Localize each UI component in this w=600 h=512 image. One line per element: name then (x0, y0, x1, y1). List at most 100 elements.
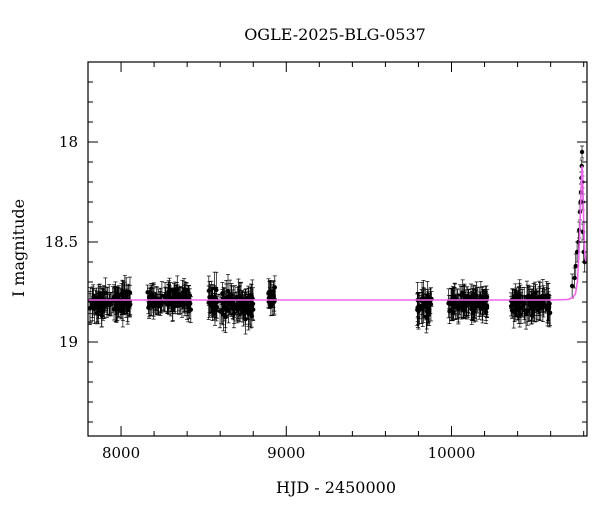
point-marker (463, 294, 468, 300)
point-marker (508, 303, 514, 309)
data-point (120, 289, 125, 316)
point-marker (165, 301, 171, 307)
point-marker (268, 292, 274, 297)
y-tick-label: 19 (59, 333, 78, 351)
data-point (517, 301, 523, 328)
point-marker (226, 308, 231, 313)
data-point (569, 273, 575, 299)
axis-ticks (87, 62, 587, 436)
point-marker (537, 302, 542, 307)
point-marker (511, 294, 517, 299)
point-marker (524, 294, 530, 300)
data-point (449, 297, 455, 322)
data-point (170, 294, 175, 322)
data-point (147, 290, 152, 304)
point-marker (239, 300, 244, 306)
point-marker (166, 290, 171, 295)
point-marker (520, 303, 526, 309)
point-marker (146, 303, 152, 308)
point-marker (113, 305, 118, 310)
x-tick-label: 8000 (102, 444, 140, 462)
point-marker (415, 306, 421, 311)
point-marker (515, 301, 520, 306)
point-marker (182, 295, 187, 300)
data-point (221, 291, 226, 315)
data-point (151, 287, 156, 317)
plot-area (88, 145, 587, 335)
data-point (108, 292, 114, 317)
data-point (123, 291, 129, 318)
point-marker (147, 294, 152, 299)
point-marker (120, 299, 125, 305)
point-marker (449, 307, 455, 312)
point-marker (163, 293, 169, 298)
point-marker (225, 294, 231, 299)
point-marker (151, 299, 156, 305)
point-marker (545, 307, 550, 313)
point-marker (522, 308, 528, 313)
data-point (210, 287, 215, 322)
data-point (529, 306, 535, 325)
data-point (88, 293, 93, 324)
x-axis-label: HJD - 2450000 (276, 478, 396, 497)
data-point (113, 293, 118, 322)
data-point (484, 289, 490, 305)
point-marker (424, 309, 430, 314)
data-point (453, 293, 458, 320)
point-marker (206, 300, 211, 305)
x-tick-label: 10000 (428, 444, 476, 462)
y-tick-label: 18 (59, 133, 78, 151)
point-marker (219, 308, 224, 313)
point-marker (480, 294, 485, 299)
point-marker (250, 295, 255, 301)
point-marker (126, 289, 131, 295)
point-marker (88, 306, 93, 311)
plot-frame (87, 61, 588, 437)
data-point (480, 291, 485, 315)
data-point (541, 294, 546, 312)
point-marker (158, 302, 164, 308)
chart-title: OGLE-2025-BLG-0537 (244, 25, 426, 44)
data-point (268, 282, 274, 307)
point-marker (174, 292, 179, 298)
data-point (101, 289, 106, 318)
y-tick-label: 18.5 (45, 233, 78, 251)
point-marker (569, 283, 575, 289)
point-marker (187, 306, 192, 312)
point-marker (210, 301, 215, 307)
point-marker (187, 293, 193, 298)
data-point (246, 294, 251, 321)
point-marker (221, 300, 226, 306)
data-point (524, 280, 530, 313)
point-marker (579, 149, 585, 155)
tick-labels: 8000 9000 10000 18 18.5 19 (45, 133, 476, 462)
data-point (423, 293, 429, 321)
point-marker (480, 301, 485, 306)
point-marker (517, 312, 523, 317)
data-point (94, 291, 99, 325)
data-point (250, 279, 255, 317)
point-marker (243, 300, 249, 306)
point-marker (423, 304, 429, 310)
point-marker (246, 305, 251, 310)
data-point (537, 287, 542, 321)
data-point (545, 293, 550, 327)
point-marker (235, 303, 241, 308)
model-curve (88, 165, 587, 301)
data-point (174, 284, 179, 306)
point-marker (453, 304, 458, 310)
point-marker (243, 316, 248, 322)
point-marker (231, 307, 237, 312)
point-marker (484, 294, 490, 299)
point-marker (529, 313, 535, 318)
data-point (243, 292, 249, 313)
data-point (471, 292, 476, 321)
data-point (182, 283, 187, 312)
point-marker (466, 300, 471, 305)
data-point (241, 298, 246, 318)
point-marker (123, 302, 129, 307)
data-point (206, 285, 211, 320)
point-marker (108, 302, 114, 307)
point-marker (241, 305, 246, 311)
